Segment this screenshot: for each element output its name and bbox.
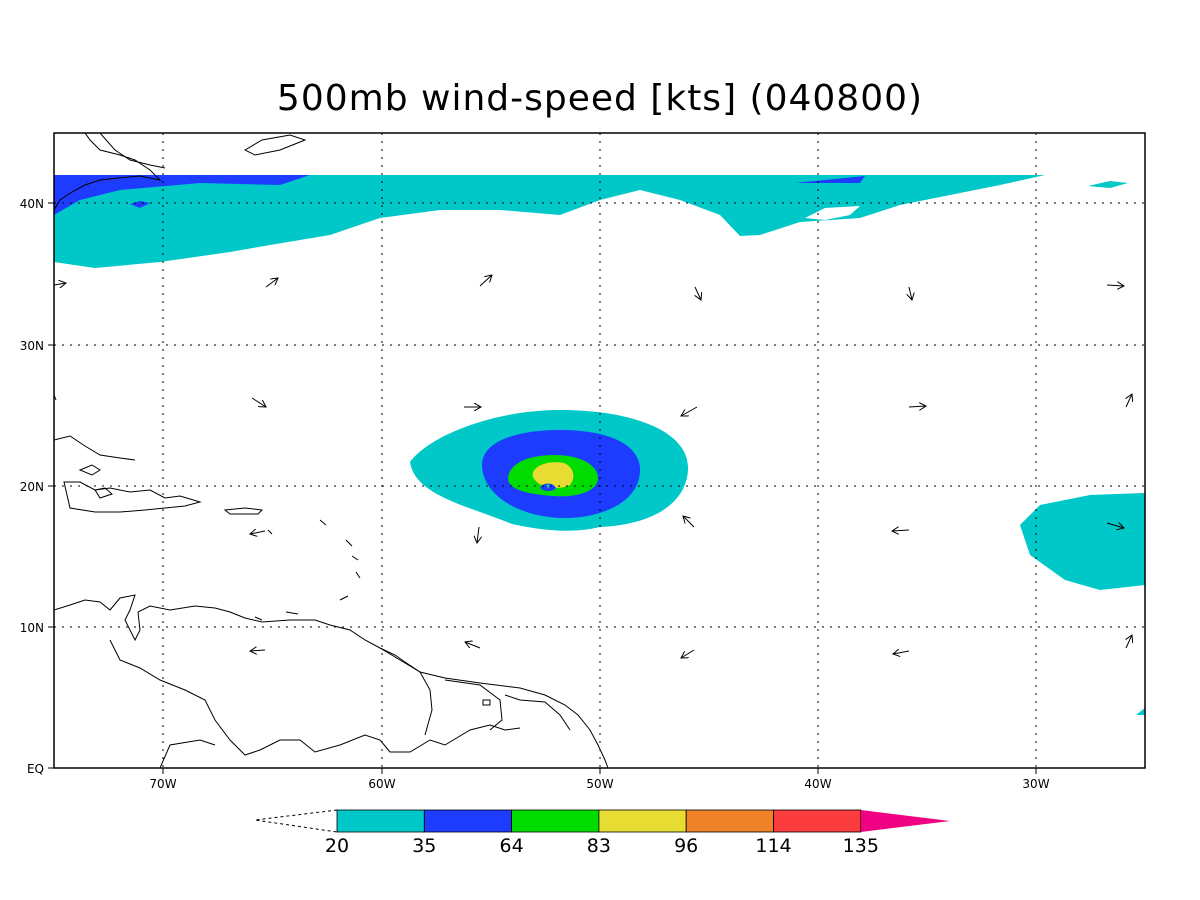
lat-label-30n: 30N [20, 339, 44, 353]
colorbar-box [773, 809, 862, 833]
colorbar: 20 35 64 83 96 114 135 [254, 809, 950, 857]
lon-label-70w: 70W [149, 777, 176, 791]
colorbar-box [423, 809, 512, 833]
lon-label-60w: 60W [368, 777, 395, 791]
wind-vector [681, 649, 695, 658]
wind-vector [908, 406, 926, 407]
lat-label-20n: 20N [20, 480, 44, 494]
lon-label-50w: 50W [586, 777, 613, 791]
lon-label-30w: 30W [1022, 777, 1049, 791]
map-title: 500mb wind-speed [kts] (040800) [276, 78, 924, 119]
wind-vector [251, 397, 266, 407]
wind-vector [479, 275, 492, 287]
colorbar-low-arrow [254, 809, 338, 833]
plot-area [54, 133, 1145, 768]
wind-vector [465, 642, 481, 649]
lon-label-40w: 40W [804, 777, 831, 791]
lat-label-10n: 10N [20, 621, 44, 635]
wind-vector [681, 406, 698, 416]
wind-vector [695, 286, 701, 300]
wind-vector [54, 283, 66, 285]
colorbar-box [511, 809, 600, 833]
jet-stream-band [54, 175, 1128, 268]
wind-vectors [54, 275, 1132, 658]
colorbar-label: 96 [674, 835, 698, 857]
coastlines [54, 133, 609, 768]
colorbar-boxes [336, 809, 862, 833]
colorbar-label: 20 [325, 835, 349, 857]
colorbar-label: 114 [755, 835, 791, 857]
colorbar-box [336, 809, 425, 833]
colorbar-label: 83 [587, 835, 611, 857]
wind-vector [909, 286, 912, 300]
wind-vector [250, 650, 266, 651]
wind-vector [1126, 394, 1132, 408]
colorbar-labels: 20 35 64 83 96 114 135 [325, 835, 879, 857]
colorbar-box [685, 809, 774, 833]
lat-label-eq: EQ [27, 762, 44, 776]
cyclone-wind-field [410, 410, 689, 531]
wind-vector [683, 516, 695, 528]
wind-vector [477, 526, 479, 543]
wind-vector [1126, 635, 1132, 649]
colorbar-label: 135 [843, 835, 879, 857]
colorbar-label: 64 [500, 835, 524, 857]
wind-vector [250, 531, 266, 534]
wind-vector [1106, 285, 1124, 286]
lat-label-40n: 40N [20, 197, 44, 211]
wind-vector [265, 278, 278, 288]
wind-vector [1106, 523, 1124, 528]
graticule [54, 133, 1145, 768]
east-wind-region [1020, 493, 1145, 715]
colorbar-high-arrow [861, 810, 950, 832]
colorbar-label: 35 [412, 835, 436, 857]
wind-vector [892, 530, 910, 531]
colorbar-box [598, 809, 687, 833]
wind-vector [893, 651, 910, 654]
